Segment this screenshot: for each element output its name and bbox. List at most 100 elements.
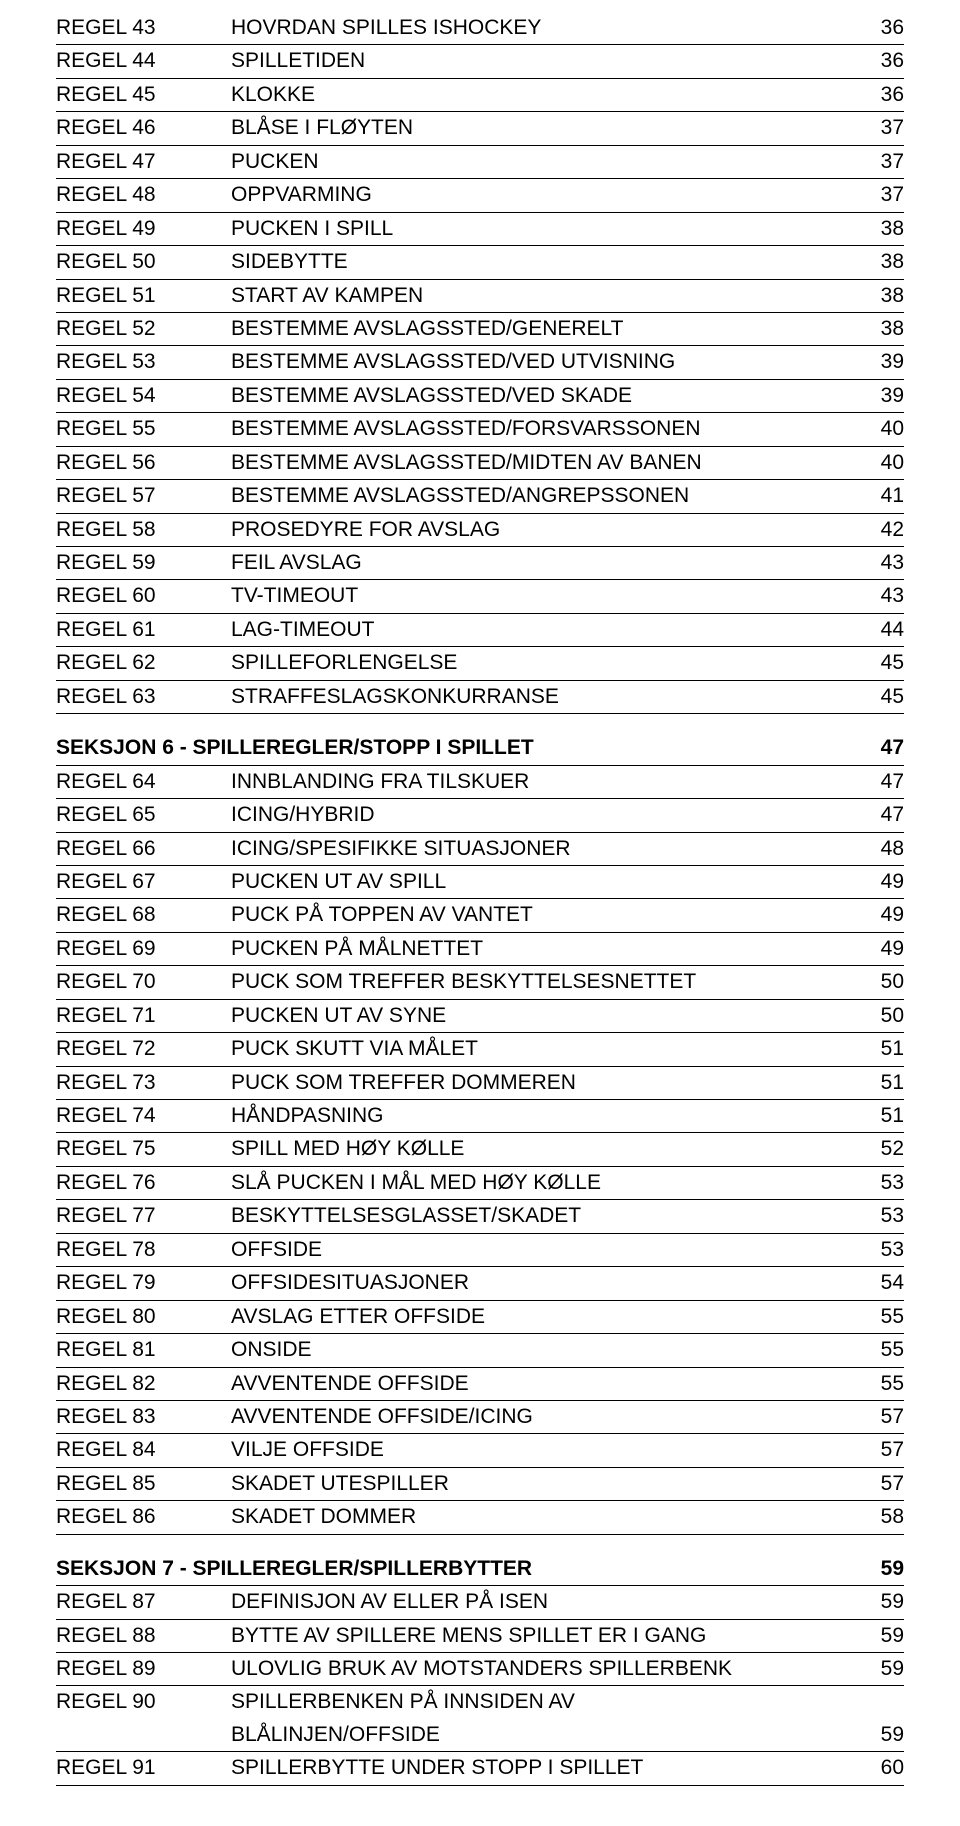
table-row: REGEL 51START AV KAMPEN38 (56, 280, 904, 313)
section-heading: SEKSJON 7 - SPILLEREGLER/SPILLERBYTTER59 (56, 1553, 904, 1586)
rule-number: REGEL 69 (56, 934, 231, 964)
rule-number: REGEL 75 (56, 1134, 231, 1164)
page-number: 52 (854, 1134, 904, 1164)
table-row: REGEL 68PUCK PÅ TOPPEN AV VANTET49 (56, 899, 904, 932)
rule-title: SPILLERBYTTE UNDER STOPP I SPILLET (231, 1753, 854, 1783)
page-number: 38 (854, 214, 904, 244)
rule-number: REGEL 83 (56, 1402, 231, 1432)
rule-title: ULOVLIG BRUK AV MOTSTANDERS SPILLERBENK (231, 1654, 854, 1684)
rule-title: BESTEMME AVSLAGSSTED/ANGREPSSONEN (231, 481, 854, 511)
rule-number: REGEL 47 (56, 147, 231, 177)
table-row: REGEL 58PROSEDYRE FOR AVSLAG42 (56, 514, 904, 547)
page-number: 47 (854, 767, 904, 797)
rule-title: SPILLETIDEN (231, 46, 854, 76)
rule-number: REGEL 58 (56, 515, 231, 545)
page-number: 59 (854, 1654, 904, 1684)
rule-number: REGEL 89 (56, 1654, 231, 1684)
rule-number: REGEL 80 (56, 1302, 231, 1332)
rule-number: REGEL 54 (56, 381, 231, 411)
rule-title: PUCKEN I SPILL (231, 214, 854, 244)
rule-number: REGEL 50 (56, 247, 231, 277)
rule-title: START AV KAMPEN (231, 281, 854, 311)
rule-number: REGEL 87 (56, 1587, 231, 1617)
table-row: REGEL 67PUCKEN UT AV SPILL49 (56, 866, 904, 899)
rule-title: PUCK PÅ TOPPEN AV VANTET (231, 900, 854, 930)
page-number: 49 (854, 934, 904, 964)
rule-title: DEFINISJON AV ELLER PÅ ISEN (231, 1587, 854, 1617)
page-number: 41 (854, 481, 904, 511)
page-number: 57 (854, 1435, 904, 1465)
rule-number: REGEL 79 (56, 1268, 231, 1298)
page-number: 53 (854, 1168, 904, 1198)
rule-title: TV-TIMEOUT (231, 581, 854, 611)
rule-title: BYTTE AV SPILLERE MENS SPILLET ER I GANG (231, 1621, 854, 1651)
table-row: REGEL 86SKADET DOMMER58 (56, 1501, 904, 1534)
rule-title: PUCKEN (231, 147, 854, 177)
rule-title: AVVENTENDE OFFSIDE (231, 1369, 854, 1399)
table-row: REGEL 89ULOVLIG BRUK AV MOTSTANDERS SPIL… (56, 1653, 904, 1686)
rule-number: REGEL 82 (56, 1369, 231, 1399)
page-number: 53 (854, 1201, 904, 1231)
page-number: 57 (854, 1469, 904, 1499)
rule-title: SLÅ PUCKEN I MÅL MED HØY KØLLE (231, 1168, 854, 1198)
rule-title: PUCK SKUTT VIA MÅLET (231, 1034, 854, 1064)
rule-number: REGEL 64 (56, 767, 231, 797)
table-row: REGEL 81ONSIDE55 (56, 1334, 904, 1367)
rule-number: REGEL 63 (56, 682, 231, 712)
rule-title: SKADET DOMMER (231, 1502, 854, 1532)
rule-title: ONSIDE (231, 1335, 854, 1365)
page-number: 44 (854, 615, 904, 645)
rule-number: REGEL 70 (56, 967, 231, 997)
page-number: 57 (854, 1402, 904, 1432)
rule-number: REGEL 78 (56, 1235, 231, 1265)
page-number: 38 (854, 247, 904, 277)
rule-number: REGEL 66 (56, 834, 231, 864)
table-row: REGEL 48OPPVARMING37 (56, 179, 904, 212)
page-number: 45 (854, 682, 904, 712)
rule-title: PUCK SOM TREFFER DOMMEREN (231, 1068, 854, 1098)
rule-title: ICING/SPESIFIKKE SITUASJONER (231, 834, 854, 864)
rule-title: OFFSIDESITUASJONER (231, 1268, 854, 1298)
section-page: 59 (854, 1554, 904, 1584)
rule-title: PUCKEN PÅ MÅLNETTET (231, 934, 854, 964)
table-row: REGEL 66ICING/SPESIFIKKE SITUASJONER48 (56, 833, 904, 866)
page-number: 36 (854, 80, 904, 110)
page-number: 51 (854, 1034, 904, 1064)
rule-number: REGEL 73 (56, 1068, 231, 1098)
table-row: REGEL 72PUCK SKUTT VIA MÅLET51 (56, 1033, 904, 1066)
table-row: REGEL 70PUCK SOM TREFFER BESKYTTELSESNET… (56, 966, 904, 999)
rule-number: REGEL 43 (56, 13, 231, 43)
table-row: REGEL 90SPILLERBENKEN PÅ INNSIDEN AV (56, 1686, 904, 1718)
page-number: 51 (854, 1101, 904, 1131)
rule-title: PUCKEN UT AV SYNE (231, 1001, 854, 1031)
table-row: REGEL 55BESTEMME AVSLAGSSTED/FORSVARSSON… (56, 413, 904, 446)
table-row: REGEL 46BLÅSE I FLØYTEN37 (56, 112, 904, 145)
rule-number: REGEL 91 (56, 1753, 231, 1783)
rule-title: BESTEMME AVSLAGSSTED/VED UTVISNING (231, 347, 854, 377)
rule-number: REGEL 72 (56, 1034, 231, 1064)
rule-title: VILJE OFFSIDE (231, 1435, 854, 1465)
table-row: REGEL 83AVVENTENDE OFFSIDE/ICING57 (56, 1401, 904, 1434)
table-row: REGEL 71PUCKEN UT AV SYNE50 (56, 1000, 904, 1033)
rule-title: FEIL AVSLAG (231, 548, 854, 578)
page-number: 59 (854, 1720, 904, 1750)
rule-title: PUCKEN UT AV SPILL (231, 867, 854, 897)
rule-title: HOVRDAN SPILLES ISHOCKEY (231, 13, 854, 43)
table-row: REGEL 49PUCKEN I SPILL38 (56, 213, 904, 246)
section-heading: SEKSJON 6 - SPILLEREGLER/STOPP I SPILLET… (56, 732, 904, 765)
table-row: REGEL 73PUCK SOM TREFFER DOMMEREN51 (56, 1067, 904, 1100)
page-number: 36 (854, 46, 904, 76)
section-title: SEKSJON 7 - SPILLEREGLER/SPILLERBYTTER (56, 1554, 854, 1584)
page-number: 51 (854, 1068, 904, 1098)
rule-title: BESKYTTELSESGLASSET/SKADET (231, 1201, 854, 1231)
rule-title: BESTEMME AVSLAGSSTED/GENERELT (231, 314, 854, 344)
table-row: REGEL 61LAG-TIMEOUT44 (56, 614, 904, 647)
rule-number: REGEL 77 (56, 1201, 231, 1231)
table-row: REGEL 78OFFSIDE53 (56, 1234, 904, 1267)
rule-title: OPPVARMING (231, 180, 854, 210)
table-row: REGEL 45KLOKKE36 (56, 79, 904, 112)
table-row: REGEL 79OFFSIDESITUASJONER54 (56, 1267, 904, 1300)
page-number: 47 (854, 800, 904, 830)
rule-number: REGEL 49 (56, 214, 231, 244)
rule-number: REGEL 68 (56, 900, 231, 930)
